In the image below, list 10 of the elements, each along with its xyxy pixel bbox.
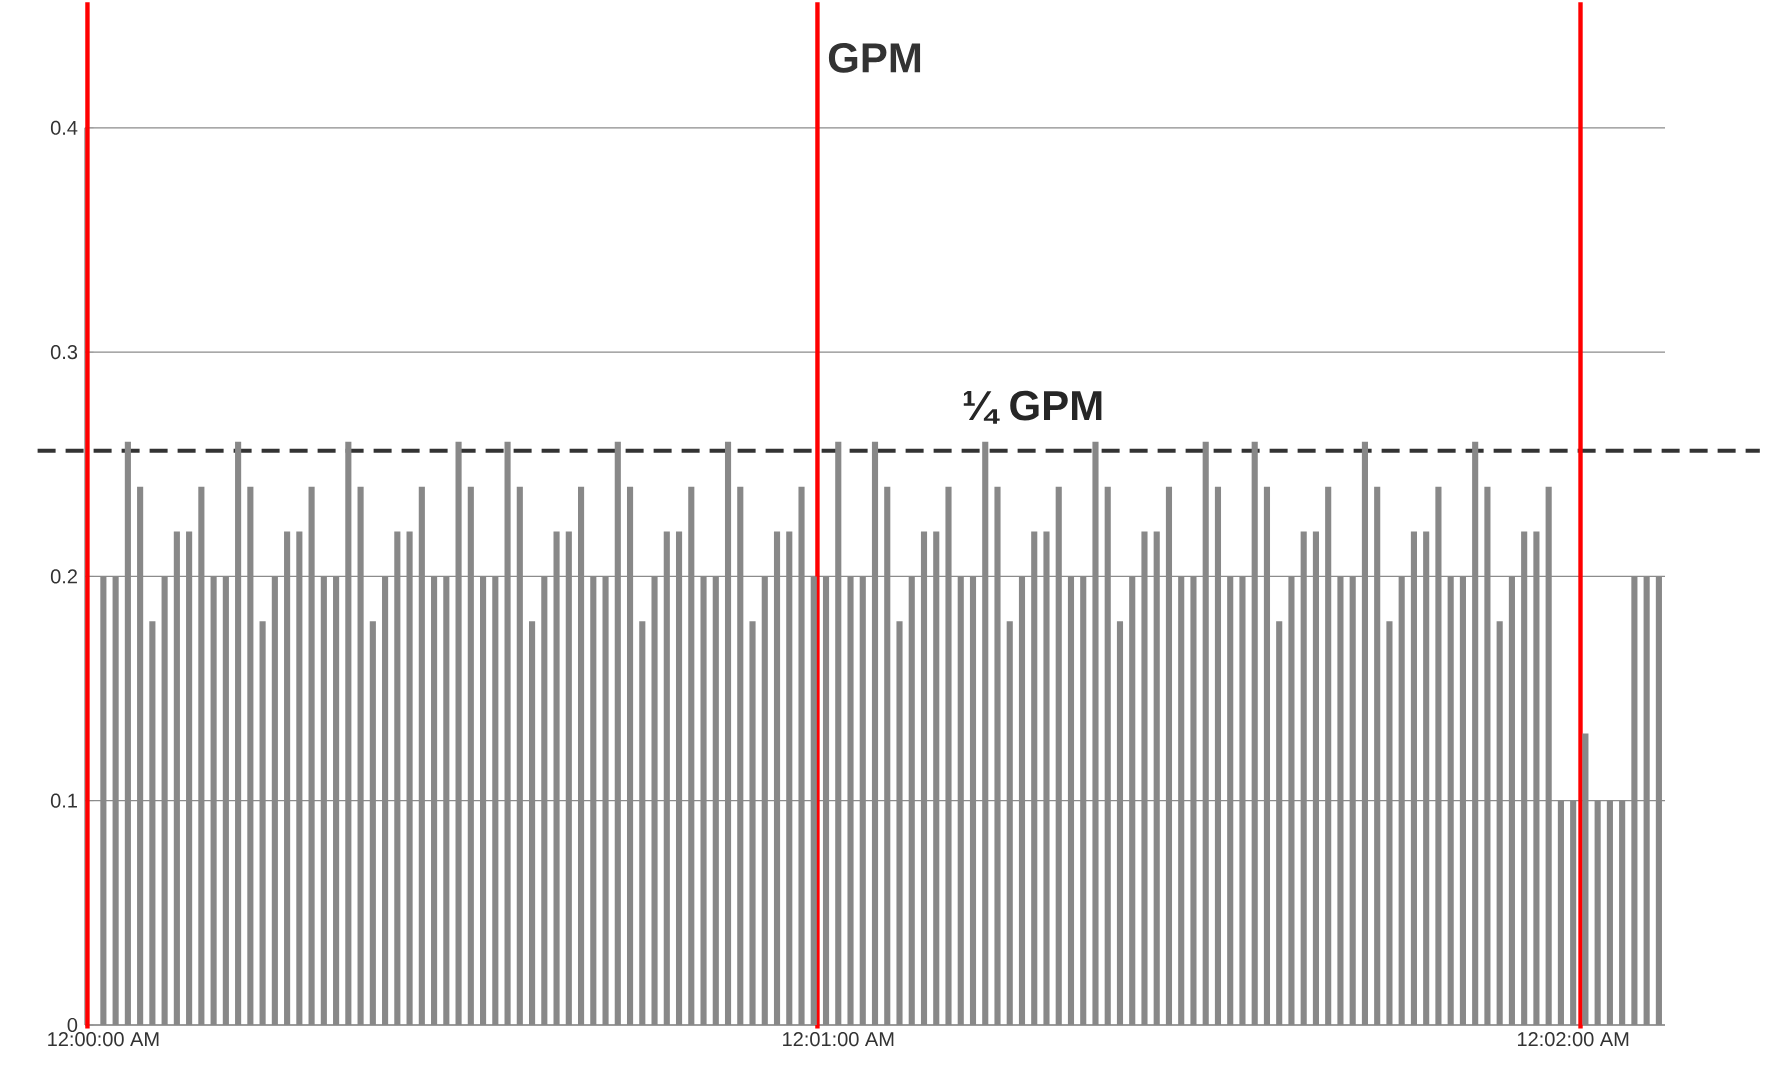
ref-line-label: ¼ GPM — [963, 390, 1102, 424]
x-tick-label: 12:02:00 AM — [1517, 1032, 1629, 1047]
y-tick-label: 0.1 — [50, 793, 77, 808]
x-tick-label: 12:01:00 AM — [783, 1032, 894, 1047]
chart-title: GPM — [828, 42, 921, 73]
y-tick-label: 0.3 — [50, 345, 78, 360]
x-tick-label: 12:00:00 AM — [48, 1032, 159, 1047]
y-tick-label: 0.2 — [50, 569, 77, 584]
y-tick-label: 0.4 — [50, 120, 78, 135]
y-tick-label: 0 — [67, 1017, 78, 1033]
